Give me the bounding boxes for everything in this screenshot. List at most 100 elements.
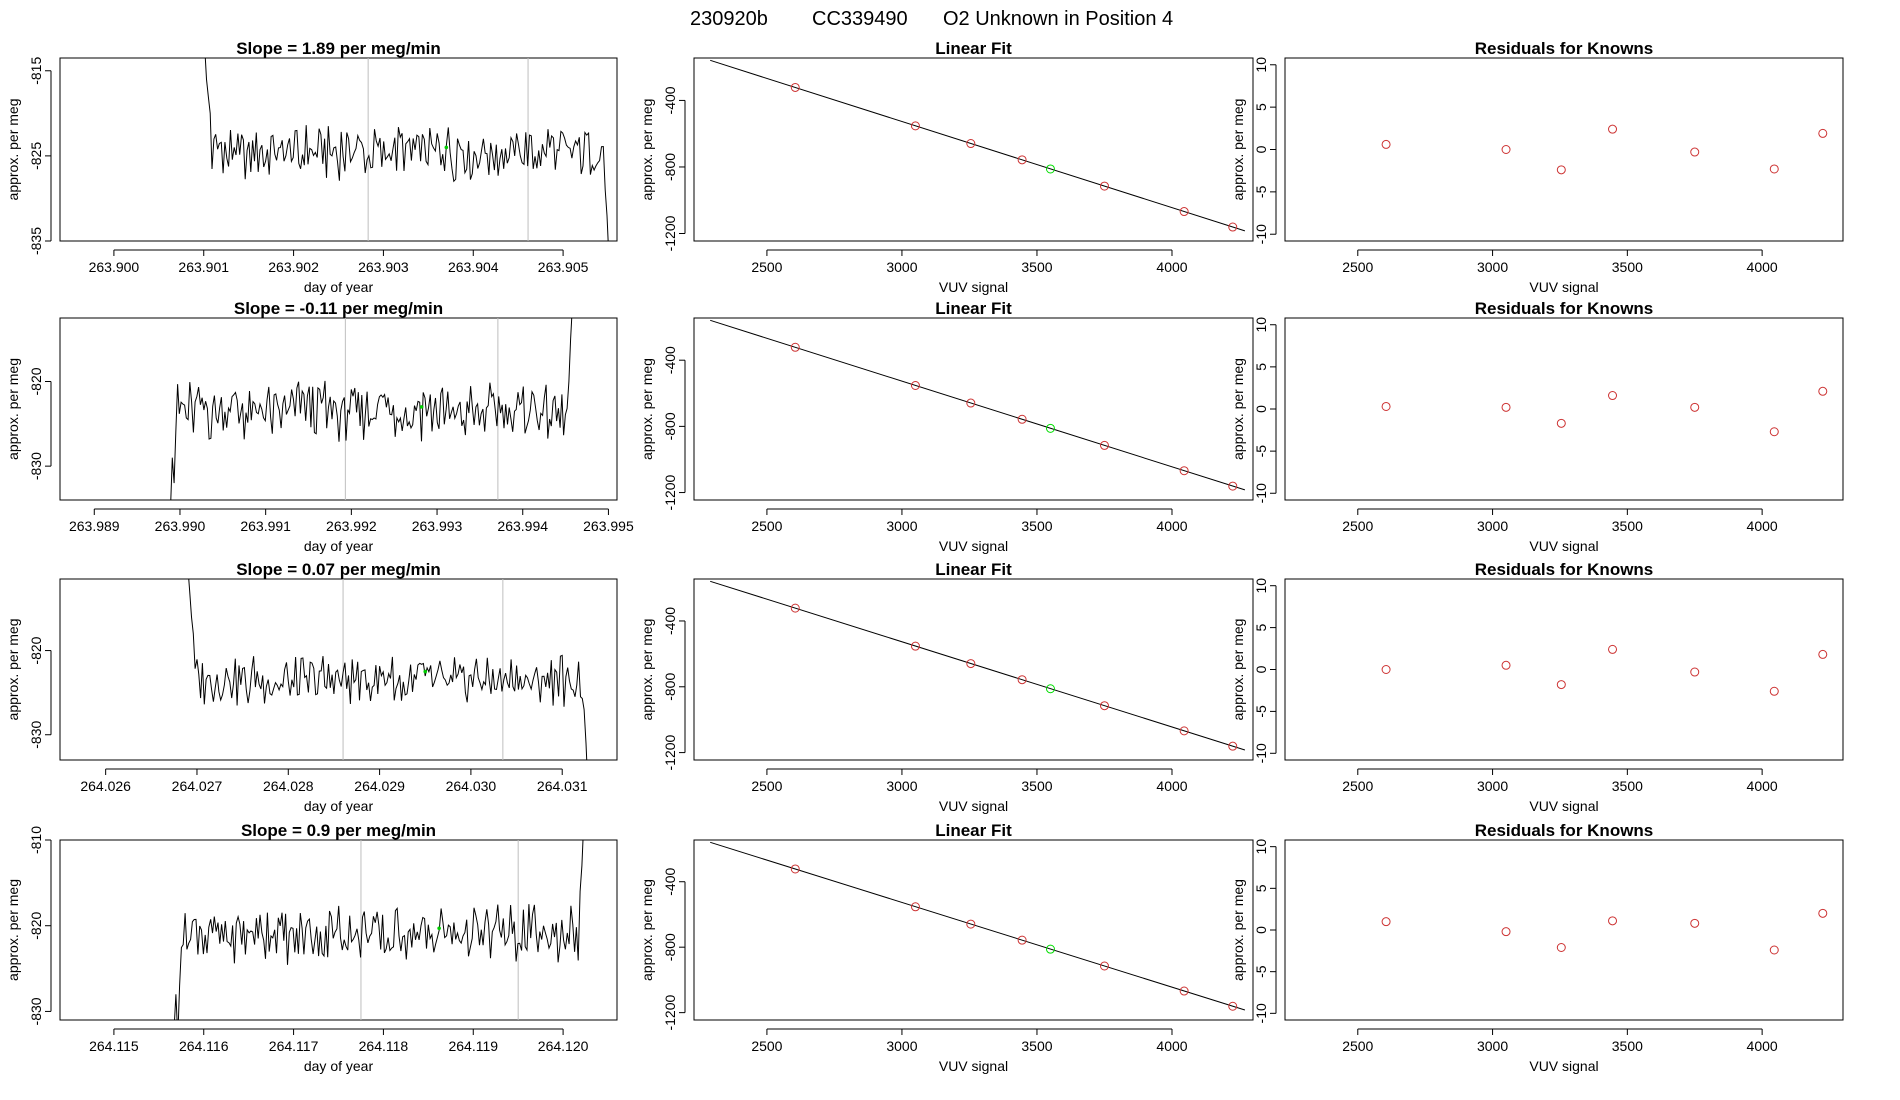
panel-residuals-2: Residuals for Knowns 2500 3000 3500 4000 VUV … <box>1230 299 1844 554</box>
plot-area <box>1381 908 1828 955</box>
x-tick-label: 263.995 <box>583 518 634 534</box>
plot-frame <box>693 578 1254 761</box>
y-axis-label: approx. per meg <box>5 619 21 721</box>
x-tick-label: 3500 <box>1021 259 1052 275</box>
x-tick-label: 264.120 <box>538 1038 589 1054</box>
known-point <box>910 121 920 131</box>
known-point <box>910 902 920 912</box>
unknown-mean-marker <box>423 669 428 674</box>
known-point <box>1017 414 1027 424</box>
known-point <box>1017 935 1027 945</box>
panel-title: Slope = -0.11 per meg/min <box>234 299 443 318</box>
y-axis-label: approx. per meg <box>639 879 655 981</box>
known-point <box>1099 701 1109 711</box>
x-tick-label: 264.028 <box>263 778 314 794</box>
known-point <box>966 659 976 669</box>
x-tick-label: 2500 <box>1342 778 1373 794</box>
plot-area <box>710 841 1246 1011</box>
x-axis-label: VUV signal <box>1529 798 1598 814</box>
panel-fit-1: Linear Fit 2500 3000 3500 4000 VUV signal -120… <box>639 39 1254 295</box>
timeseries-line <box>174 840 584 1020</box>
y-axis-label: approx. per meg <box>639 358 655 460</box>
unknown-point <box>1045 944 1055 954</box>
unknown-point <box>1045 423 1055 433</box>
x-tick-label: 263.991 <box>240 518 291 534</box>
y-tick-label: -820 <box>28 636 44 664</box>
unknown-point <box>1045 684 1055 694</box>
unknown-mean-marker <box>437 926 441 931</box>
x-axis-label: day of year <box>304 1058 374 1074</box>
x-tick-label: 3000 <box>886 518 917 534</box>
x-tick-label: 3000 <box>1477 259 1508 275</box>
x-tick-label: 4000 <box>1156 1038 1187 1054</box>
known-point <box>1017 155 1027 165</box>
x-tick-label: 3000 <box>886 259 917 275</box>
x-axis-label: VUV signal <box>1529 1058 1598 1074</box>
residual-point <box>1501 660 1511 670</box>
panel-fit-2: Linear Fit 2500 3000 3500 4000 VUV signal -120… <box>639 299 1254 554</box>
header-cylinder: CC339490 <box>812 8 908 30</box>
panel-title: Residuals for Knowns <box>1475 821 1654 840</box>
panel-title: Linear Fit <box>935 821 1012 840</box>
x-tick-label: 3500 <box>1021 778 1052 794</box>
x-tick-label: 2500 <box>751 1038 782 1054</box>
x-tick-label: 263.992 <box>326 518 377 534</box>
x-axis-label: day of year <box>304 279 374 295</box>
y-tick-label: -810 <box>28 826 44 854</box>
residual-point <box>1818 386 1828 396</box>
y-tick-label: 5 <box>1253 103 1269 111</box>
x-tick-label: 3000 <box>1477 1038 1508 1054</box>
known-point <box>1017 675 1027 685</box>
x-tick-label: 3000 <box>886 1038 917 1054</box>
x-tick-label: 264.029 <box>354 778 405 794</box>
plot-frame <box>1284 839 1844 1021</box>
y-tick-label: 5 <box>1253 624 1269 632</box>
residual-point <box>1818 128 1828 138</box>
x-tick-label: 263.993 <box>412 518 463 534</box>
y-tick-label: -825 <box>28 142 44 170</box>
residual-point <box>1501 927 1511 937</box>
panel-residuals-3: Residuals for Knowns 2500 3000 3500 4000 VUV … <box>1230 560 1844 814</box>
residual-point <box>1556 165 1566 175</box>
y-tick-label: -830 <box>28 452 44 480</box>
x-tick-label: 263.989 <box>69 518 120 534</box>
x-tick-label: 263.994 <box>497 518 548 534</box>
y-tick-label: -1200 <box>662 995 678 1031</box>
x-tick-label: 263.903 <box>358 259 409 275</box>
y-tick-label: -5 <box>1253 445 1269 458</box>
x-tick-label: 3500 <box>1612 518 1643 534</box>
x-tick-label: 2500 <box>751 778 782 794</box>
residual-point <box>1556 418 1566 428</box>
y-tick-label: -1200 <box>662 474 678 510</box>
x-axis-label: VUV signal <box>939 798 1008 814</box>
plot-frame <box>59 57 618 242</box>
plot-frame <box>1284 57 1844 242</box>
known-point <box>1228 1001 1238 1011</box>
plot-area <box>188 579 588 760</box>
residual-point <box>1818 908 1828 918</box>
x-tick-label: 4000 <box>1156 518 1187 534</box>
y-tick-label: -1200 <box>662 734 678 770</box>
y-tick-label: 10 <box>1253 57 1269 73</box>
y-tick-label: 0 <box>1253 405 1269 413</box>
x-tick-label: 3500 <box>1612 778 1643 794</box>
panel-title: Linear Fit <box>935 299 1012 318</box>
x-tick-label: 2500 <box>751 518 782 534</box>
x-tick-label: 4000 <box>1747 259 1778 275</box>
x-tick-label: 4000 <box>1156 259 1187 275</box>
panel-title: Slope = 0.9 per meg/min <box>241 821 436 840</box>
timeseries-line <box>204 58 609 241</box>
residual-point <box>1769 164 1779 174</box>
known-point <box>1179 986 1189 996</box>
panel-title: Residuals for Knowns <box>1475 560 1654 579</box>
panel-title: Linear Fit <box>935 39 1012 58</box>
panel-timeseries-4: Slope = 0.9 per meg/min 264.115 264.116 264… <box>5 821 618 1074</box>
x-tick-label: 2500 <box>1342 259 1373 275</box>
y-tick-label: -10 <box>1253 224 1269 244</box>
x-tick-label: 3000 <box>1477 778 1508 794</box>
x-tick-label: 3500 <box>1021 518 1052 534</box>
plot-area <box>710 319 1246 491</box>
plot-frame <box>59 317 618 501</box>
panel-timeseries-1: Slope = 1.89 per meg/min 263.900 263.901 26… <box>5 39 618 295</box>
